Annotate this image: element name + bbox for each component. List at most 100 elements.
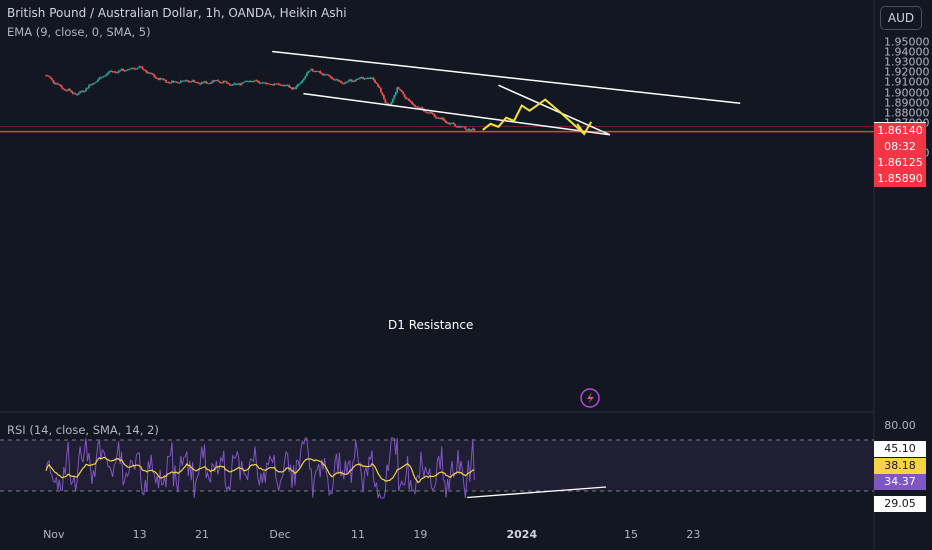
- candle: [231, 84, 234, 86]
- price-tick: 1.92000: [884, 65, 930, 79]
- candle: [394, 92, 397, 96]
- candle: [122, 68, 124, 71]
- candle: [377, 83, 379, 87]
- candle: [405, 97, 408, 100]
- price-tick: 1.94000: [884, 45, 930, 59]
- candle: [412, 103, 415, 105]
- price-tick: 1.93000: [884, 55, 930, 69]
- candle: [61, 86, 64, 89]
- candle: [320, 73, 323, 75]
- candle: [205, 81, 207, 84]
- candle: [277, 83, 280, 85]
- candle: [424, 111, 427, 113]
- candle: [359, 76, 362, 79]
- candle: [372, 77, 375, 80]
- candle: [400, 90, 403, 93]
- candle: [117, 70, 120, 73]
- price-tag: 1.85890: [874, 171, 926, 188]
- candle: [322, 74, 325, 76]
- candle: [366, 78, 369, 80]
- candle: [449, 123, 452, 125]
- candle: [141, 66, 144, 69]
- candle: [144, 70, 147, 72]
- candle: [257, 80, 259, 82]
- candle: [128, 69, 130, 71]
- candle: [452, 122, 455, 125]
- candle: [434, 116, 437, 119]
- candle: [175, 81, 178, 83]
- candle: [335, 79, 338, 81]
- candle: [153, 74, 156, 77]
- candle: [301, 80, 304, 83]
- candle: [313, 71, 316, 73]
- candle: [431, 112, 434, 114]
- candle: [433, 113, 436, 117]
- candle: [417, 106, 419, 108]
- candle: [300, 82, 302, 84]
- candle: [169, 82, 172, 84]
- candle: [52, 80, 55, 83]
- candle: [310, 69, 313, 71]
- candle: [283, 85, 286, 87]
- candle: [196, 82, 199, 84]
- time-tick: 21: [195, 528, 209, 541]
- candle: [188, 81, 191, 83]
- candle: [467, 129, 470, 131]
- candle: [294, 87, 296, 89]
- candle: [427, 112, 430, 114]
- candle: [129, 68, 132, 70]
- candle: [354, 80, 357, 82]
- lightning-bolt-icon: [580, 388, 600, 408]
- candle: [271, 84, 274, 86]
- candle: [338, 80, 341, 82]
- candle: [268, 83, 271, 85]
- candle: [292, 87, 295, 90]
- price-tag: 08:32: [874, 139, 926, 156]
- candle: [79, 91, 81, 94]
- candle: [375, 82, 378, 84]
- candle: [356, 78, 359, 81]
- candle: [68, 88, 71, 91]
- currency-button[interactable]: AUD: [880, 6, 922, 30]
- candle: [148, 72, 151, 74]
- candle: [311, 69, 314, 72]
- candle: [365, 78, 368, 80]
- candle: [411, 102, 413, 104]
- candle: [53, 82, 56, 84]
- candle: [362, 77, 365, 80]
- candle: [105, 73, 108, 76]
- candle: [239, 83, 242, 85]
- candle: [184, 80, 187, 82]
- candle: [202, 82, 204, 84]
- price-tick: 1.90000: [884, 86, 930, 99]
- candle: [344, 82, 347, 84]
- price-tick: 1.89000: [884, 96, 930, 110]
- candle: [159, 78, 162, 80]
- candle: [46, 75, 49, 77]
- candle: [403, 94, 406, 98]
- candle: [245, 80, 247, 82]
- candle: [209, 83, 212, 85]
- rsi-trendline: [467, 486, 607, 499]
- candle: [185, 80, 188, 82]
- candle: [368, 78, 370, 80]
- candle: [378, 86, 381, 89]
- candle: [240, 83, 243, 85]
- upper-trendline: [272, 50, 741, 105]
- candle: [308, 70, 311, 72]
- candle: [131, 67, 133, 69]
- candle: [445, 121, 448, 124]
- time-tick: 19: [413, 528, 428, 541]
- candle: [384, 99, 387, 103]
- candle: [329, 76, 332, 78]
- candle: [304, 76, 307, 79]
- candle: [157, 78, 160, 80]
- candle: [139, 66, 142, 68]
- candle: [194, 81, 197, 83]
- candle: [248, 81, 250, 83]
- candle: [402, 92, 405, 95]
- candle: [341, 82, 344, 84]
- candle: [86, 87, 89, 89]
- candle: [55, 83, 58, 85]
